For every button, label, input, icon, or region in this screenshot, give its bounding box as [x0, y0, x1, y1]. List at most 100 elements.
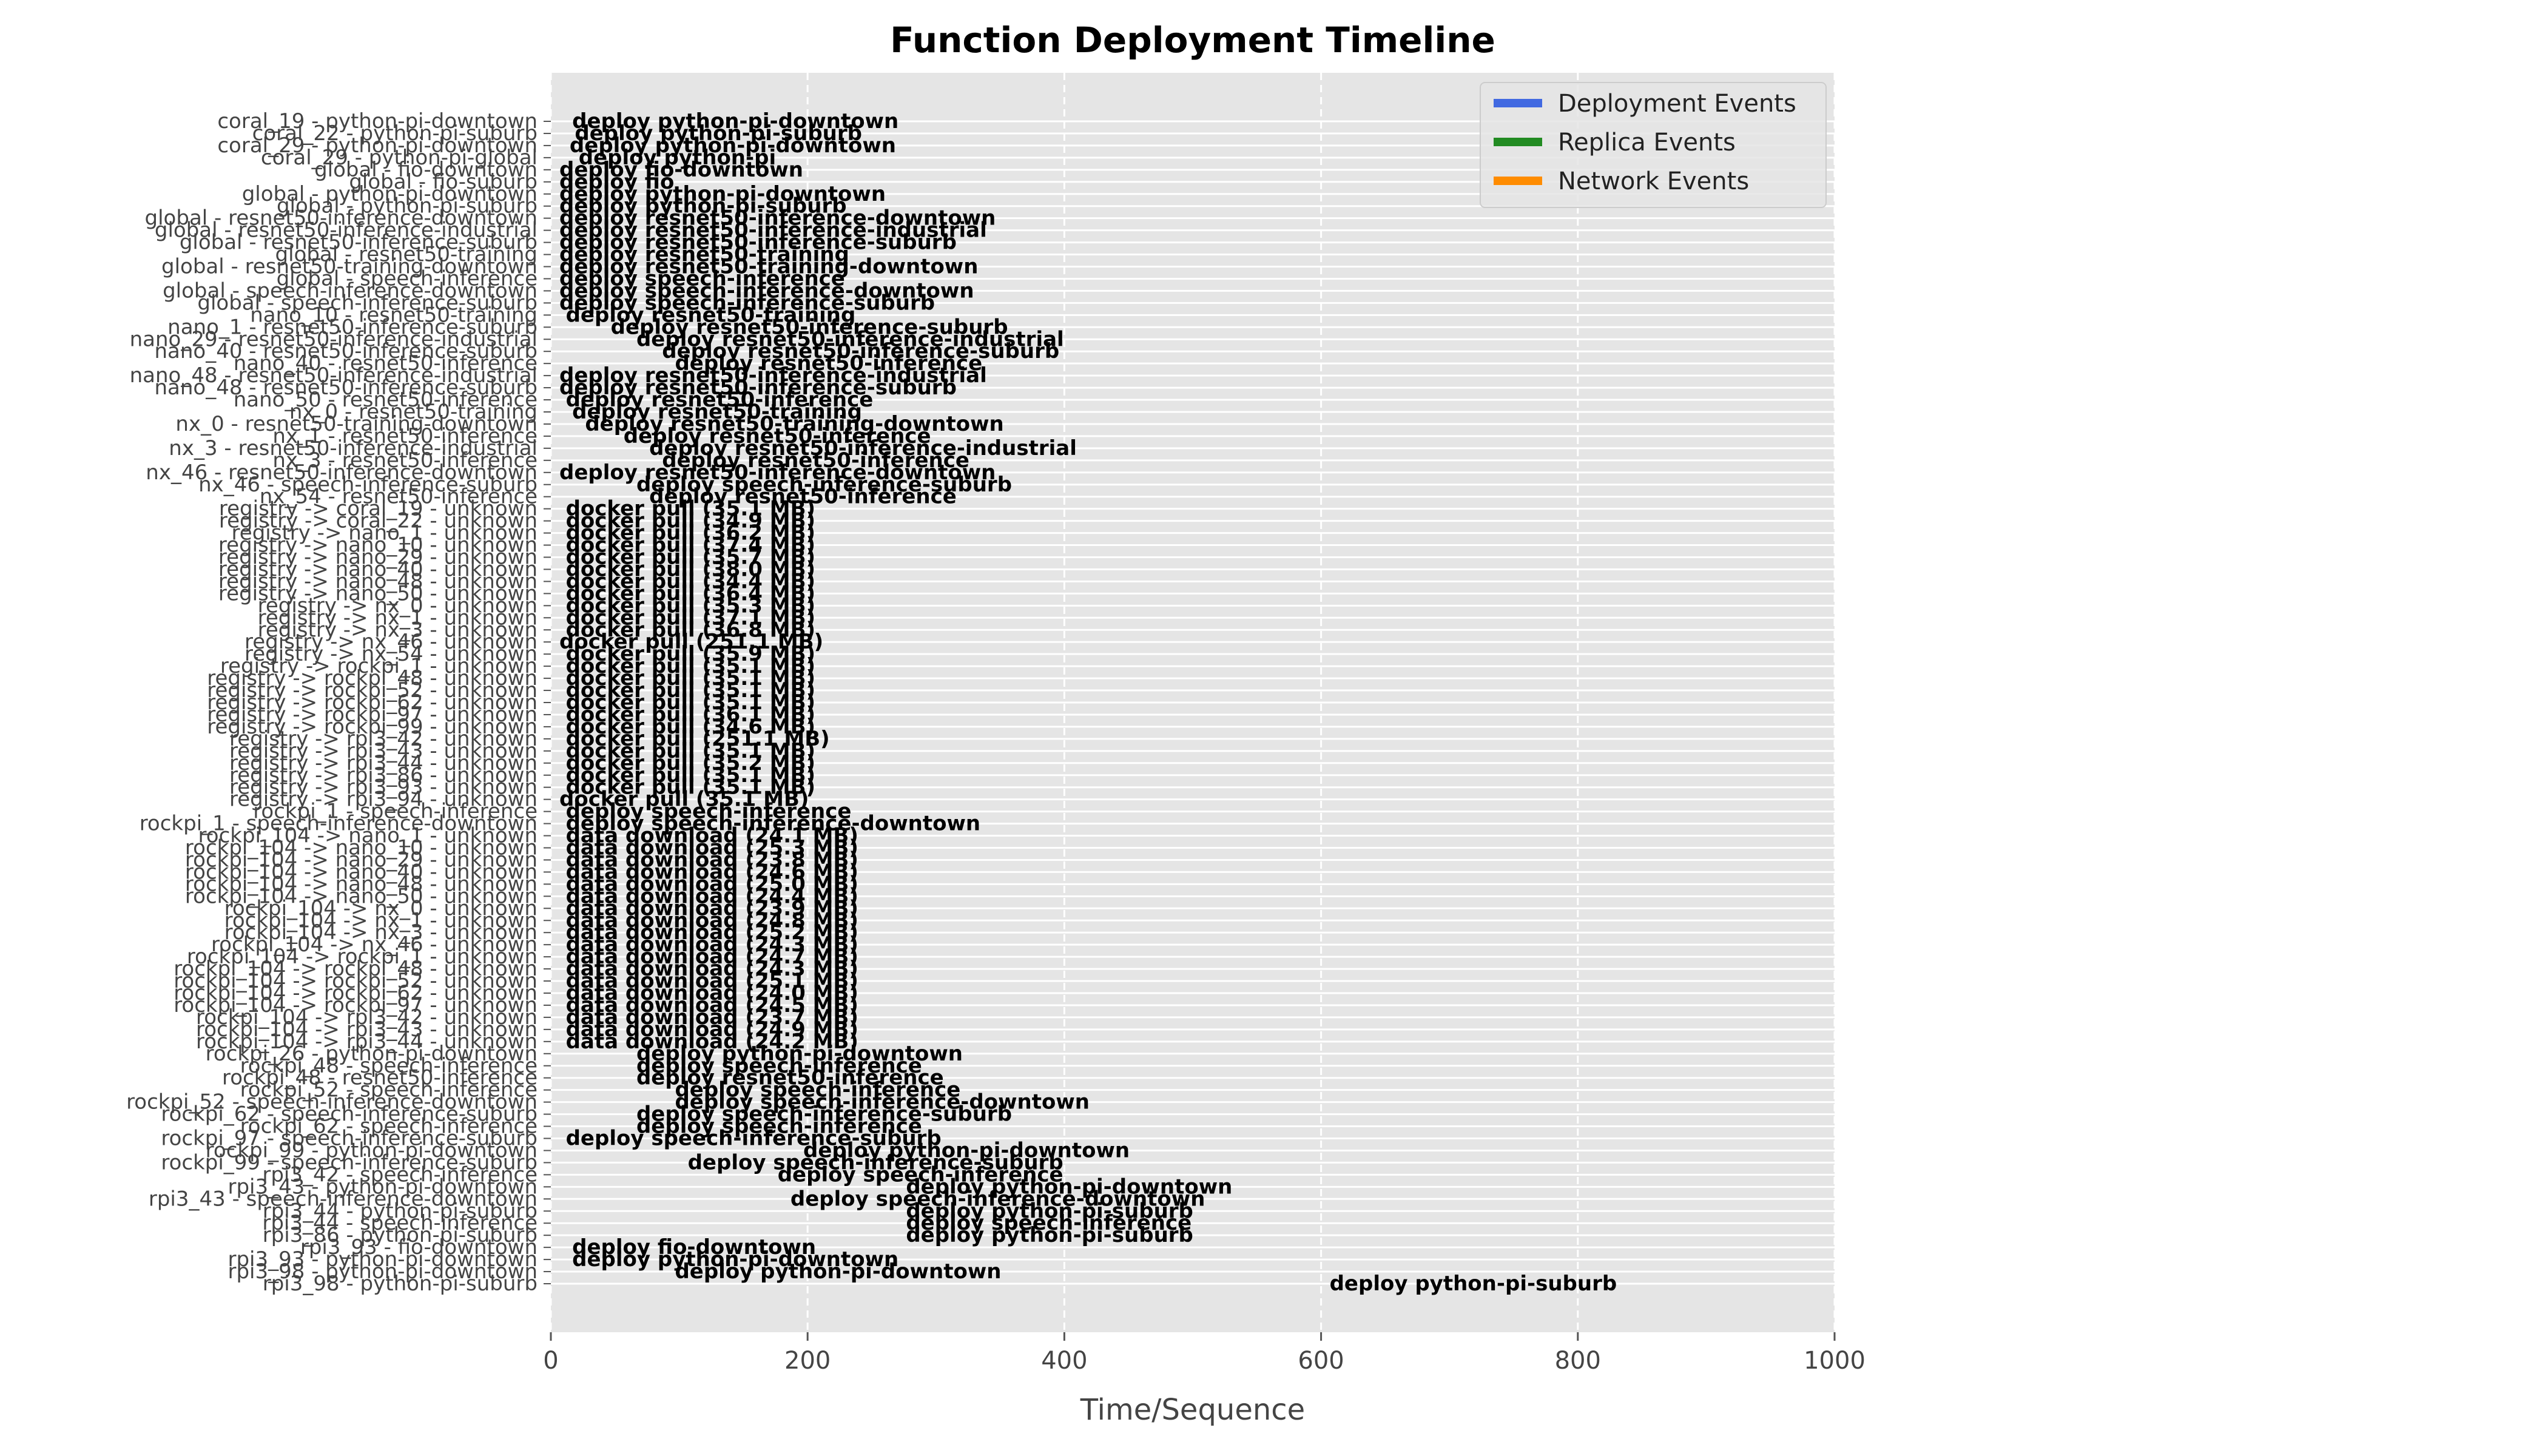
x-tick-label: 0: [543, 1347, 558, 1375]
event-label: data download (24.6 MB): [566, 860, 858, 884]
y-tick-label: nx_0 - resnet50-training: [289, 400, 538, 424]
event-label: data download (25.1 MB): [566, 969, 858, 993]
y-tick-label: rpi3_93 - python-pi-downtown: [228, 1247, 538, 1272]
chart-title: Function Deployment Timeline: [890, 19, 1495, 61]
y-tick-label: nx_3 - resnet50-inference-industrial: [169, 436, 538, 460]
y-tick-label: global - resnet50-inference-downtown: [145, 206, 538, 231]
event-label: deploy resnet50-inference: [636, 1066, 944, 1090]
event-label: deploy speech-inference-suburb: [636, 1102, 1012, 1127]
y-tick-label: coral_29 - python-pi-downtown: [217, 133, 538, 158]
y-tick-label: registry -> rpi3_42 - unknown: [229, 727, 538, 751]
event-label: docker pull (35.3 MB): [566, 593, 815, 618]
x-tick-label: 600: [1298, 1347, 1344, 1375]
y-tick-label: global - resnet50-training: [275, 243, 538, 267]
event-label: docker pull (34.6 MB): [566, 715, 815, 739]
y-tick-label: nx_1 - resnet50-inference: [272, 424, 538, 448]
y-tick-label: rockpi_104 -> rockpi_1 - unknown: [187, 945, 538, 969]
event-label: deploy speech-inference: [675, 1078, 960, 1102]
event-label: deploy speech-inference-suburb: [566, 1127, 942, 1151]
y-tick-label: rpi3_93 - fio-downtown: [300, 1235, 538, 1259]
x-axis-label: Time/Sequence: [1080, 1393, 1305, 1427]
event-label: deploy resnet50-training: [566, 303, 856, 327]
y-tick-label: rockpi_104 -> nx_0 - unknown: [224, 896, 538, 920]
event-label: deploy resnet50-inference-industrial: [559, 218, 987, 243]
event-label: data download (23.9 MB): [566, 896, 858, 920]
event-label: deploy resnet50-inference: [675, 351, 982, 376]
y-tick-label: rockpi_104 -> rpi3_44 - unknown: [196, 1030, 538, 1054]
y-tick-label: rockpi_1 - speech-inference-downtown: [140, 812, 538, 836]
event-label: data download (24.8 MB): [566, 908, 858, 932]
event-label: deploy python-pi-suburb: [559, 194, 847, 218]
y-tick-label: rockpi_97 - speech-inference-suburb: [161, 1127, 538, 1151]
event-label: deploy resnet50-inference-industrial: [649, 436, 1077, 460]
event-label: deploy speech-inference: [636, 1114, 922, 1139]
y-tick-label: registry -> rpi3_43 - unknown: [229, 739, 538, 763]
event-label: docker pull (251.1 MB): [559, 630, 823, 654]
event-label: deploy speech-inference-suburb: [636, 473, 1012, 497]
y-tick-label: rockpi_62 - speech-inference: [240, 1114, 538, 1139]
event-label: deploy python-pi-downtown: [803, 1138, 1130, 1162]
y-tick-label: nano_1 - resnet50-inference-suburb: [167, 315, 538, 339]
y-tick-label: global - python-pi-suburb: [277, 194, 538, 218]
y-tick-label: registry -> rockpi_99 - unknown: [207, 715, 538, 739]
y-tick-label: rockpi_104 -> nano_29 - unknown: [185, 848, 538, 872]
event-label: deploy resnet50-inference-industrial: [559, 363, 987, 388]
y-tick-label: registry -> nx_0 - unknown: [258, 593, 538, 618]
y-tick-label: global - python-pi-downtown: [242, 182, 538, 206]
event-label: data download (24.2 MB): [566, 1030, 858, 1054]
event-label: deploy resnet50-inference: [662, 448, 969, 473]
y-tick-label: rockpi_104 -> nx_3 - unknown: [224, 920, 538, 945]
event-label: docker pull (35.9 MB): [566, 642, 815, 666]
event-label: deploy fio: [559, 170, 674, 194]
y-tick-label: registry -> nano_48 - unknown: [218, 569, 538, 593]
y-tick-label: registry -> rockpi_97 - unknown: [207, 703, 538, 727]
event-label: deploy resnet50-inference: [649, 485, 957, 509]
y-tick-label: rockpi_1 - speech-inference: [253, 800, 538, 824]
event-label: deploy python-pi-downtown: [570, 133, 896, 158]
y-tick-label: global - fio-downtown: [314, 158, 538, 182]
y-tick-label: registry -> nano_1 - unknown: [232, 521, 538, 545]
x-tick-label: 1000: [1804, 1347, 1866, 1375]
y-tick-label: rockpi_62 - speech-inference-suburb: [161, 1102, 538, 1127]
event-label: deploy python-pi-downtown: [572, 109, 898, 133]
y-tick-label: rockpi_52 - speech-inference: [240, 1078, 538, 1102]
y-tick-label: rpi3_43 - speech-inference-downtown: [149, 1187, 538, 1211]
event-label: docker pull (34.9 MB): [566, 509, 815, 533]
timeline-rows: coral_19 - python-pi-downtown deploy pyth…: [126, 109, 1617, 1296]
y-tick-label: registry -> coral_22 - unknown: [219, 509, 538, 533]
event-label: deploy speech-inference: [906, 1211, 1191, 1235]
y-tick-label: registry -> rockpi_52 - unknown: [207, 678, 538, 703]
event-label: docker pull (251.1 MB): [566, 727, 830, 751]
event-label: deploy python-pi: [579, 146, 776, 170]
y-tick-label: coral_29 - python-pi-global: [261, 146, 538, 170]
y-tick-label: rockpi_104 -> nano_40 - unknown: [185, 860, 538, 884]
legend-entry: Replica Events: [1558, 129, 1736, 157]
y-tick-label: registry -> rpi3_93 - unknown: [229, 775, 538, 800]
event-label: data download (25.0 MB): [566, 872, 858, 896]
legend-entry: Deployment Events: [1558, 90, 1796, 118]
event-label: docker pull (35.1 MB): [566, 690, 815, 715]
y-tick-label: registry -> coral_19 - unknown: [219, 497, 538, 521]
event-label: data download (23.8 MB): [566, 848, 858, 872]
y-tick-label: rockpi_104 -> rockpi_48 - unknown: [174, 957, 538, 981]
y-tick-label: rpi3_44 - python-pi-suburb: [263, 1199, 538, 1223]
y-tick-label: rockpi_48 - speech-inference: [240, 1054, 538, 1078]
event-label: deploy fio-downtown: [572, 1235, 816, 1259]
event-label: deploy python-pi-downtown: [906, 1175, 1232, 1199]
y-tick-label: global - fio-suburb: [349, 170, 538, 194]
event-label: docker pull (35.2 MB): [566, 751, 815, 775]
y-tick-label: registry -> nano_29 - unknown: [218, 545, 538, 570]
y-tick-label: nano_48 - resnet50-inference-industrial: [130, 363, 538, 388]
y-tick-label: coral_22 - python-pi-suburb: [252, 121, 538, 146]
legend-box: [1480, 82, 1827, 208]
y-tick-label: nano_10 - resnet50-training: [250, 303, 538, 327]
event-label: deploy resnet50-inference-suburb: [559, 231, 957, 255]
y-tick-label: nx_0 - resnet50-training-downtown: [175, 412, 538, 436]
y-tick-label: rockpi_104 -> nano_1 - unknown: [198, 824, 538, 848]
event-label: deploy speech-inference: [566, 800, 852, 824]
y-tick-label: registry -> rpi3_94 - unknown: [229, 787, 538, 812]
y-tick-label: global - resnet50-training-downtown: [161, 255, 538, 279]
event-label: deploy speech-inference-downtown: [675, 1090, 1090, 1114]
event-label: data download (24.3 MB): [566, 957, 858, 981]
